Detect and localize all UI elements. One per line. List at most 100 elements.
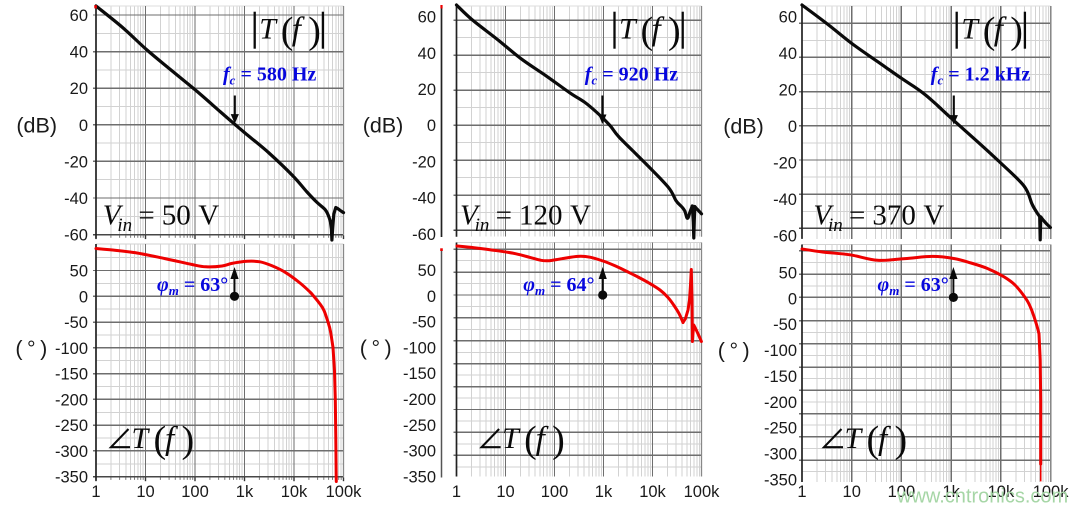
svg-text:0: 0 xyxy=(788,290,797,308)
svg-text:V: V xyxy=(198,200,219,232)
svg-text:10k: 10k xyxy=(281,483,308,501)
svg-text:=: = xyxy=(496,200,512,232)
svg-text:-50: -50 xyxy=(64,314,88,332)
svg-text:(: ( xyxy=(154,419,167,461)
svg-text:60: 60 xyxy=(70,7,88,25)
svg-text:fc = 580 Hz: fc = 580 Hz xyxy=(223,64,316,88)
svg-text:-50: -50 xyxy=(412,314,436,332)
svg-text:(dB): (dB) xyxy=(723,114,764,138)
svg-text:V: V xyxy=(813,200,834,232)
svg-text:-350: -350 xyxy=(764,471,797,489)
svg-text:T: T xyxy=(961,12,980,45)
svg-text:): ) xyxy=(308,10,321,52)
svg-text:-350: -350 xyxy=(403,468,436,486)
svg-text:0: 0 xyxy=(79,288,88,306)
svg-text:1: 1 xyxy=(452,483,461,501)
svg-text:60: 60 xyxy=(779,8,797,26)
svg-text:-50: -50 xyxy=(773,316,797,334)
svg-text:0: 0 xyxy=(79,117,88,135)
svg-text:φm = 64°: φm = 64° xyxy=(523,274,594,298)
svg-text:www.cntronics.com: www.cntronics.com xyxy=(896,486,1068,508)
svg-text:(: ( xyxy=(983,10,996,52)
svg-text:-200: -200 xyxy=(55,391,88,409)
svg-text:100k: 100k xyxy=(326,483,363,501)
svg-text:0: 0 xyxy=(427,117,436,135)
svg-text:20: 20 xyxy=(70,80,88,98)
svg-text:V: V xyxy=(923,200,944,232)
svg-text:0: 0 xyxy=(427,288,436,306)
svg-text:): ) xyxy=(182,419,195,461)
svg-text:100k: 100k xyxy=(684,483,721,501)
svg-text:-60: -60 xyxy=(773,227,797,245)
svg-text:100: 100 xyxy=(541,483,569,501)
svg-text:): ) xyxy=(552,419,565,461)
svg-text:100: 100 xyxy=(181,483,209,501)
svg-text:1: 1 xyxy=(91,483,100,501)
svg-text:50: 50 xyxy=(162,200,191,232)
svg-text:-350: -350 xyxy=(55,469,88,487)
svg-text:(dB): (dB) xyxy=(16,113,57,137)
svg-text:=: = xyxy=(138,200,154,232)
svg-text:-300: -300 xyxy=(55,443,88,461)
svg-text:): ) xyxy=(1010,10,1023,52)
svg-text:(°): (°) xyxy=(360,336,396,360)
svg-text:-40: -40 xyxy=(64,190,88,208)
svg-text:10k: 10k xyxy=(988,483,1015,501)
svg-text:1k: 1k xyxy=(942,483,960,501)
svg-text:40: 40 xyxy=(70,44,88,62)
svg-text:-40: -40 xyxy=(412,190,436,208)
svg-text:10: 10 xyxy=(136,483,154,501)
svg-text:(°): (°) xyxy=(15,336,51,360)
svg-text:370: 370 xyxy=(872,200,916,232)
svg-text:10: 10 xyxy=(496,483,514,501)
svg-text:-100: -100 xyxy=(764,342,797,360)
svg-text:T: T xyxy=(132,422,151,455)
svg-text:-150: -150 xyxy=(764,368,797,386)
svg-text:-20: -20 xyxy=(64,153,88,171)
svg-text:fc = 920 Hz: fc = 920 Hz xyxy=(585,64,678,88)
svg-text:T: T xyxy=(845,422,864,455)
svg-text:(°): (°) xyxy=(718,339,754,363)
svg-text:10: 10 xyxy=(843,483,861,501)
svg-text:1k: 1k xyxy=(595,483,613,501)
svg-text:1: 1 xyxy=(797,483,806,501)
svg-text:-60: -60 xyxy=(412,226,436,244)
svg-text:60: 60 xyxy=(418,9,436,27)
svg-text:-20: -20 xyxy=(412,153,436,171)
svg-text:-100: -100 xyxy=(403,339,436,357)
svg-text:-40: -40 xyxy=(773,191,797,209)
svg-text:-20: -20 xyxy=(773,154,797,172)
svg-text:-250: -250 xyxy=(403,417,436,435)
svg-text:50: 50 xyxy=(70,263,88,281)
svg-text:0: 0 xyxy=(788,118,797,136)
svg-text:φm = 63°: φm = 63° xyxy=(878,274,949,298)
svg-text:in: in xyxy=(828,215,843,236)
svg-text:-100: -100 xyxy=(55,340,88,358)
svg-text:(: ( xyxy=(867,419,880,461)
svg-text:T: T xyxy=(259,12,278,45)
svg-text:-250: -250 xyxy=(764,420,797,438)
svg-text:fc = 1.2 kHz: fc = 1.2 kHz xyxy=(931,64,1031,88)
svg-text:V: V xyxy=(460,200,481,232)
svg-text:20: 20 xyxy=(779,81,797,99)
svg-text:(dB): (dB) xyxy=(363,114,404,138)
svg-text:1k: 1k xyxy=(236,483,254,501)
svg-text:V: V xyxy=(103,200,124,232)
svg-text:100k: 100k xyxy=(1033,483,1070,501)
svg-text:-200: -200 xyxy=(764,394,797,412)
svg-text:50: 50 xyxy=(779,265,797,283)
svg-text:in: in xyxy=(117,215,132,236)
svg-text:-60: -60 xyxy=(64,227,88,245)
svg-text:in: in xyxy=(475,215,490,236)
svg-text:T: T xyxy=(619,12,638,45)
svg-text:T: T xyxy=(502,422,521,455)
svg-text:(: ( xyxy=(641,10,654,52)
svg-text:40: 40 xyxy=(418,45,436,63)
svg-text:-300: -300 xyxy=(764,446,797,464)
svg-text:10k: 10k xyxy=(639,483,666,501)
svg-text:-150: -150 xyxy=(403,365,436,383)
svg-text:100: 100 xyxy=(888,483,916,501)
svg-text:V: V xyxy=(570,200,591,232)
svg-text:40: 40 xyxy=(779,45,797,63)
svg-text:(: ( xyxy=(281,10,294,52)
